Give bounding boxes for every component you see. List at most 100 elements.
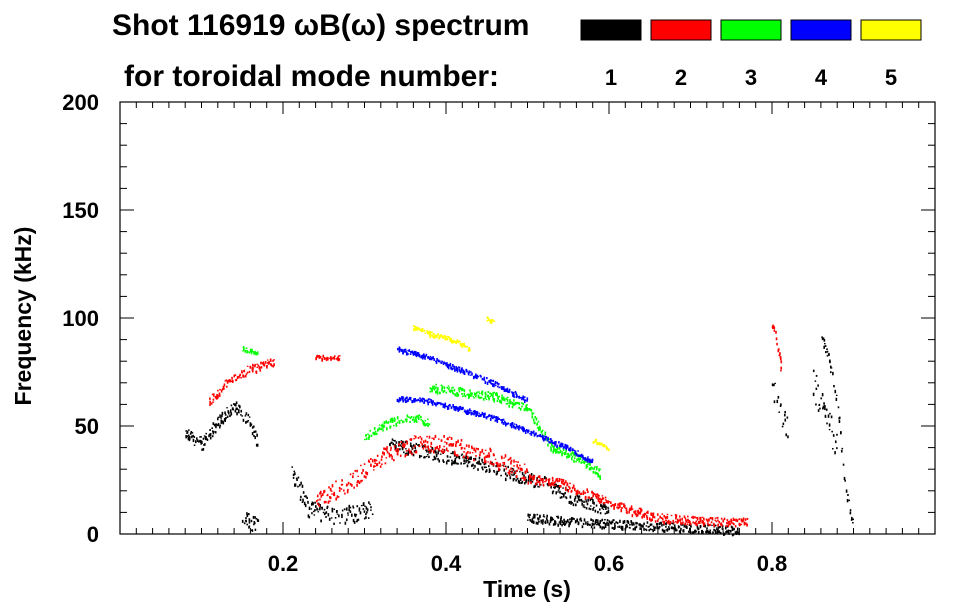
data-point [443, 450, 446, 453]
data-point [515, 392, 518, 396]
data-point [585, 458, 587, 462]
data-point [636, 522, 638, 525]
data-point [630, 505, 633, 509]
data-point [661, 523, 663, 527]
data-point [665, 516, 667, 518]
data-point [460, 369, 463, 373]
data-point [652, 525, 655, 527]
data-point [472, 411, 475, 413]
data-point [446, 406, 449, 408]
data-point [413, 328, 416, 331]
data-point [475, 447, 478, 450]
data-point [410, 438, 412, 442]
data-point [560, 445, 562, 448]
data-point [545, 478, 547, 482]
data-point [540, 435, 542, 438]
data-point [349, 473, 352, 476]
data-point [656, 519, 659, 523]
data-point [494, 419, 497, 422]
data-point [460, 454, 463, 456]
data-point [429, 387, 432, 390]
data-point [512, 468, 515, 470]
data-point [568, 448, 570, 451]
data-point [200, 440, 202, 443]
data-point [542, 515, 545, 518]
data-point [551, 517, 554, 520]
data-point [433, 335, 435, 339]
data-point [456, 367, 459, 371]
data-point [578, 491, 581, 495]
data-point [456, 454, 459, 457]
data-point [583, 460, 585, 463]
data-point [443, 403, 445, 406]
data-point [319, 356, 322, 359]
data-point [541, 434, 544, 437]
data-point [353, 520, 356, 524]
data-point [736, 519, 739, 523]
data-point [479, 396, 481, 400]
data-point [544, 475, 546, 479]
data-point [472, 396, 475, 398]
data-point [478, 396, 480, 399]
data-point [497, 416, 499, 420]
data-point [592, 498, 594, 503]
data-point [434, 458, 436, 461]
data-point [329, 496, 332, 500]
data-point [668, 527, 671, 531]
data-point [498, 467, 500, 471]
data-point [489, 469, 491, 473]
data-point [404, 397, 407, 401]
data-point [580, 492, 583, 495]
data-point [672, 519, 675, 523]
data-point [451, 367, 454, 371]
data-point [485, 398, 488, 401]
data-point [547, 480, 550, 484]
data-point [494, 458, 497, 460]
data-point [704, 526, 707, 528]
data-point [709, 529, 712, 532]
data-point [436, 391, 439, 395]
data-point [508, 469, 511, 473]
data-point [480, 413, 482, 417]
data-point [601, 505, 604, 509]
data-point [587, 456, 589, 458]
data-point [577, 522, 580, 526]
data-point [338, 358, 341, 361]
data-point [432, 335, 434, 338]
data-point [694, 516, 696, 519]
data-point [632, 522, 635, 525]
data-point [229, 379, 231, 383]
data-point [522, 397, 525, 401]
data-point [421, 329, 424, 332]
data-point [432, 458, 434, 461]
data-point [421, 356, 424, 360]
data-point [717, 529, 719, 531]
data-point [581, 502, 584, 505]
data-point [368, 501, 370, 504]
data-point [777, 395, 780, 399]
data-point [599, 474, 601, 479]
data-point [466, 371, 469, 373]
data-point [628, 510, 630, 514]
data-point [341, 513, 343, 516]
data-point [497, 385, 499, 388]
data-point [496, 470, 498, 474]
data-point [389, 443, 391, 447]
data-point [273, 363, 275, 366]
data-point [347, 512, 349, 514]
data-point [557, 516, 560, 519]
data-point [354, 515, 357, 518]
data-point [544, 520, 547, 524]
data-point [586, 459, 588, 462]
data-point [256, 518, 259, 522]
data-point [433, 455, 436, 459]
data-point [434, 434, 437, 438]
data-point [420, 441, 422, 444]
data-point [493, 416, 495, 419]
data-point [648, 525, 651, 528]
data-point [238, 412, 240, 414]
data-point [571, 449, 573, 451]
data-point [470, 445, 473, 449]
data-point [385, 457, 388, 459]
data-point [473, 397, 476, 399]
